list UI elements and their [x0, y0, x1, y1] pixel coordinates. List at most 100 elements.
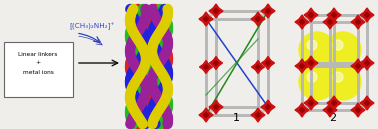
- Circle shape: [161, 111, 170, 120]
- Polygon shape: [312, 11, 318, 19]
- Polygon shape: [251, 15, 257, 23]
- Circle shape: [139, 30, 149, 39]
- Polygon shape: [264, 4, 272, 10]
- Circle shape: [150, 113, 159, 122]
- Circle shape: [160, 81, 169, 90]
- Circle shape: [135, 83, 144, 92]
- Polygon shape: [295, 62, 301, 70]
- Circle shape: [163, 5, 172, 14]
- Circle shape: [128, 102, 137, 111]
- Circle shape: [125, 45, 135, 54]
- Circle shape: [141, 90, 150, 99]
- Circle shape: [132, 92, 141, 101]
- Polygon shape: [209, 103, 215, 111]
- Polygon shape: [199, 15, 204, 23]
- Circle shape: [163, 30, 171, 39]
- Polygon shape: [327, 99, 333, 107]
- Polygon shape: [360, 11, 366, 19]
- Circle shape: [148, 26, 157, 35]
- Circle shape: [125, 64, 135, 73]
- Circle shape: [125, 30, 135, 39]
- Circle shape: [141, 117, 150, 126]
- Circle shape: [126, 13, 135, 22]
- Circle shape: [161, 75, 170, 84]
- Polygon shape: [264, 108, 272, 114]
- Circle shape: [153, 15, 163, 24]
- Circle shape: [133, 105, 142, 114]
- Circle shape: [132, 45, 141, 54]
- Circle shape: [127, 68, 136, 77]
- Circle shape: [163, 34, 172, 43]
- Polygon shape: [351, 62, 356, 70]
- Circle shape: [131, 47, 140, 56]
- Polygon shape: [354, 23, 362, 29]
- Polygon shape: [270, 7, 275, 15]
- Circle shape: [149, 85, 158, 94]
- Circle shape: [153, 92, 163, 101]
- Circle shape: [163, 13, 172, 22]
- Circle shape: [159, 117, 168, 126]
- Polygon shape: [217, 7, 223, 15]
- Circle shape: [141, 26, 150, 35]
- Polygon shape: [251, 63, 257, 71]
- Circle shape: [141, 94, 149, 103]
- Circle shape: [161, 30, 170, 39]
- Circle shape: [149, 115, 158, 124]
- Polygon shape: [256, 112, 260, 117]
- Circle shape: [141, 66, 150, 75]
- Circle shape: [133, 19, 142, 28]
- Circle shape: [150, 22, 159, 31]
- Circle shape: [154, 30, 163, 39]
- Polygon shape: [270, 103, 275, 111]
- Circle shape: [148, 64, 156, 73]
- Circle shape: [141, 5, 150, 14]
- Circle shape: [148, 22, 157, 31]
- Circle shape: [149, 24, 158, 33]
- Circle shape: [136, 115, 145, 124]
- Polygon shape: [251, 111, 257, 119]
- Circle shape: [141, 88, 150, 96]
- Circle shape: [140, 62, 149, 71]
- Circle shape: [148, 73, 157, 82]
- Circle shape: [133, 75, 142, 84]
- Circle shape: [150, 41, 159, 50]
- Circle shape: [162, 62, 171, 71]
- Circle shape: [158, 115, 167, 124]
- Circle shape: [141, 28, 150, 37]
- Polygon shape: [327, 11, 333, 19]
- Circle shape: [141, 73, 150, 82]
- Circle shape: [149, 100, 158, 109]
- Circle shape: [137, 83, 146, 92]
- Circle shape: [147, 77, 156, 86]
- Circle shape: [141, 39, 150, 48]
- Circle shape: [155, 13, 164, 22]
- Circle shape: [161, 17, 170, 26]
- Circle shape: [153, 77, 162, 86]
- Circle shape: [150, 37, 159, 45]
- Circle shape: [136, 85, 145, 94]
- Polygon shape: [203, 17, 208, 21]
- Circle shape: [125, 49, 135, 58]
- Circle shape: [157, 7, 166, 16]
- Circle shape: [150, 73, 160, 82]
- Circle shape: [153, 62, 162, 71]
- Polygon shape: [208, 15, 213, 23]
- Circle shape: [141, 115, 150, 124]
- Circle shape: [152, 60, 161, 69]
- Polygon shape: [295, 18, 301, 26]
- Polygon shape: [298, 111, 306, 117]
- Circle shape: [163, 64, 172, 73]
- Circle shape: [148, 90, 157, 99]
- Circle shape: [126, 43, 135, 52]
- Polygon shape: [212, 4, 220, 10]
- Circle shape: [127, 39, 136, 48]
- Circle shape: [138, 11, 147, 20]
- Circle shape: [151, 111, 160, 120]
- Circle shape: [161, 45, 170, 54]
- Polygon shape: [369, 11, 374, 19]
- Polygon shape: [203, 68, 209, 74]
- Polygon shape: [304, 18, 309, 26]
- Circle shape: [131, 47, 140, 56]
- Circle shape: [149, 7, 158, 16]
- Circle shape: [129, 28, 138, 37]
